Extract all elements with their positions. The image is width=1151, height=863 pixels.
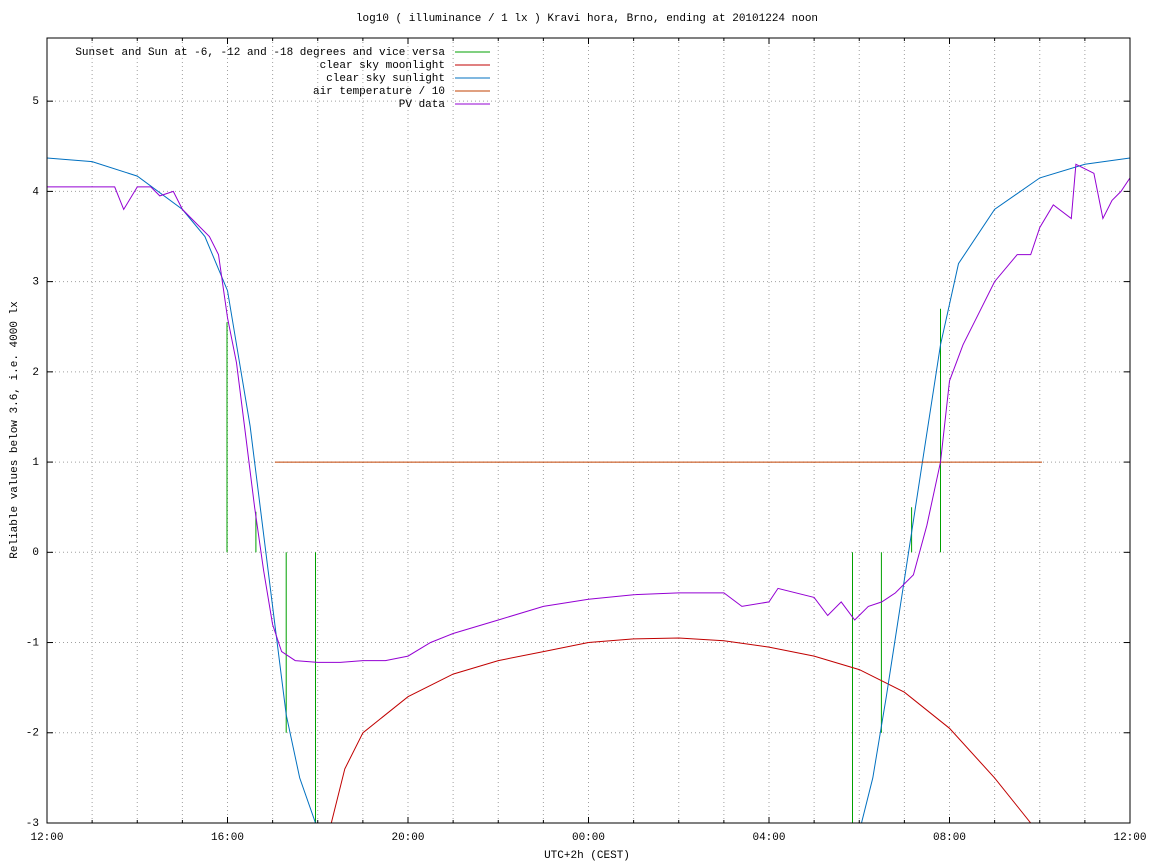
y-tick-label: 0 (32, 547, 39, 559)
x-axis-label: UTC+2h (CEST) (544, 850, 630, 862)
series-line (226, 308, 941, 823)
y-tick-label: 2 (32, 367, 39, 379)
x-tick-label: 00:00 (572, 832, 605, 844)
y-tick-label: -3 (26, 818, 39, 830)
x-tick-label: 08:00 (933, 832, 966, 844)
series-line (47, 157, 1130, 823)
x-tick-label: 16:00 (211, 832, 244, 844)
legend-label: Sunset and Sun at -6, -12 and -18 degree… (75, 47, 445, 59)
legend-label: clear sky sunlight (326, 73, 445, 85)
y-tick-label: -1 (26, 637, 40, 649)
series-line (47, 163, 1130, 663)
x-tick-label: 12:00 (1113, 832, 1146, 844)
y-tick-label: -2 (26, 728, 39, 740)
series-line (330, 637, 1032, 823)
x-tick-label: 12:00 (30, 832, 63, 844)
legend-label: clear sky moonlight (320, 60, 445, 72)
legend-label: PV data (399, 99, 446, 111)
plot-border (46, 37, 1131, 824)
x-tick-label: 20:00 (391, 832, 424, 844)
y-tick-label: 5 (32, 96, 39, 108)
x-tick-label: 04:00 (752, 832, 785, 844)
y-tick-label: 1 (32, 457, 39, 469)
chart-title: log10 ( illuminance / 1 lx ) Kravi hora,… (356, 13, 818, 25)
y-axis-label: Reliable values below 3.6, i.e. 4000 lx (9, 301, 21, 559)
y-tick-label: 4 (32, 186, 39, 198)
y-tick-label: 3 (32, 277, 39, 289)
legend-label: air temperature / 10 (313, 86, 445, 98)
